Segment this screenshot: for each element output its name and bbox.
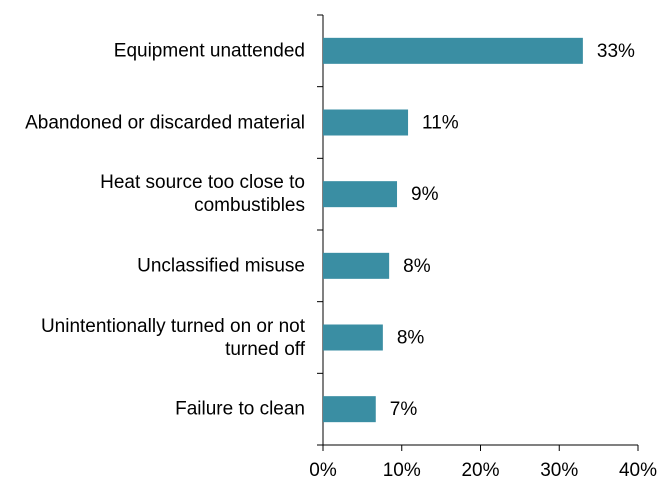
- bar: [323, 396, 376, 423]
- x-tick-label: 0%: [309, 460, 337, 481]
- bar: [323, 324, 383, 351]
- value-label: 8%: [397, 328, 425, 349]
- value-label: 9%: [411, 184, 439, 205]
- value-label: 7%: [390, 399, 418, 420]
- category-label: Unclassified misuse: [137, 255, 305, 277]
- bar: [323, 252, 390, 279]
- value-label: 8%: [403, 256, 431, 277]
- x-tick-label: 10%: [383, 460, 421, 481]
- bar: [323, 109, 409, 136]
- bar: [323, 37, 583, 64]
- x-tick-label: 20%: [461, 460, 499, 481]
- x-tick-label: 30%: [540, 460, 578, 481]
- value-label: 33%: [597, 41, 635, 62]
- category-label: Equipment unattended: [113, 40, 305, 62]
- bar: [323, 181, 398, 208]
- category-label: Heat source too close to combustibles: [100, 172, 305, 217]
- category-label: Abandoned or discarded material: [25, 112, 305, 133]
- category-label: Unintentionally turned on or not turned …: [40, 315, 305, 360]
- value-label: 11%: [422, 113, 459, 134]
- x-tick-label: 40%: [619, 460, 657, 481]
- category-label: Failure to clean: [175, 398, 305, 420]
